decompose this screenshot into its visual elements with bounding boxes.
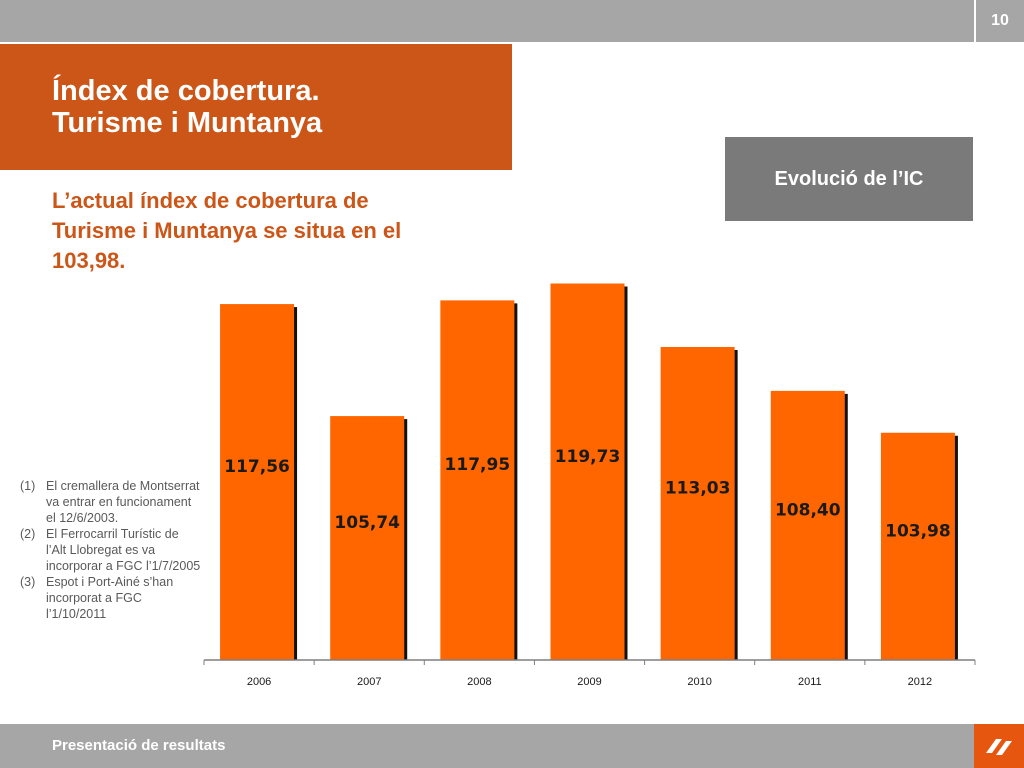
page-number: 10 — [974, 0, 1024, 42]
x-tick-label: 2008 — [467, 676, 491, 688]
footnote-text: El cremallera de Montserrat va entrar en… — [46, 479, 200, 525]
bar-value-label: 117,95 — [445, 455, 511, 475]
page-title-line2: Turisme i Muntanya — [52, 107, 323, 139]
company-logo-icon — [974, 724, 1024, 768]
footnote-number: (1) — [20, 479, 36, 493]
bar-2006 — [220, 304, 295, 660]
page-title-line1: Índex de cobertura. — [52, 75, 320, 107]
logo-mark-icon — [986, 739, 1012, 755]
x-tick-label: 2007 — [357, 676, 381, 688]
footnotes: (1) El cremallera de Montserrat va entra… — [20, 478, 202, 622]
top-bar: 10 — [0, 0, 1024, 42]
bar-value-label: 113,03 — [665, 479, 731, 499]
bar-value-label: 108,40 — [775, 500, 841, 520]
footnote-item: (1) El cremallera de Montserrat va entra… — [20, 478, 202, 526]
footer-text: Presentació de resultats — [52, 737, 226, 754]
bar-value-label: 119,73 — [555, 447, 621, 467]
bar-2007 — [330, 416, 405, 660]
page-title: Índex de cobertura. Turisme i Muntanya — [52, 75, 322, 139]
x-tick-label: 2009 — [577, 676, 601, 688]
footnote-text: El Ferrocarril Turístic de l’Alt Llobreg… — [46, 527, 201, 573]
section-label: Evolució de l’IC — [725, 137, 973, 221]
title-block: Índex de cobertura. Turisme i Muntanya — [0, 44, 512, 170]
footnote-text: Espot i Port-Ainé s’han incorporat a FGC… — [46, 575, 174, 621]
x-tick-label: 2012 — [908, 676, 932, 688]
footnote-number: (3) — [20, 575, 36, 589]
bar-2008 — [440, 300, 515, 660]
footnote-item: (3) Espot i Port-Ainé s’han incorporat a… — [20, 574, 202, 622]
x-tick-label: 2010 — [687, 676, 711, 688]
footnote-item: (2) El Ferrocarril Turístic de l’Alt Llo… — [20, 526, 202, 574]
bar-2012 — [880, 432, 955, 660]
x-tick-label: 2011 — [798, 676, 822, 688]
bar-2011 — [770, 390, 845, 660]
bottom-bar: Presentació de resultats — [0, 724, 1024, 768]
bar-value-label: 105,74 — [334, 513, 400, 533]
subtitle: L’actual índex de cobertura de Turisme i… — [52, 188, 402, 273]
bar-value-label: 117,56 — [224, 457, 290, 477]
bar-value-label: 103,98 — [885, 521, 951, 541]
bar-2010 — [660, 347, 735, 660]
bar-chart: 117,56 2006 105,74 2007 117,95 2008 119,73 2009… — [203, 283, 976, 688]
x-tick-label: 2006 — [247, 676, 271, 688]
bar-2009 — [550, 283, 625, 660]
footnote-number: (2) — [20, 527, 36, 541]
